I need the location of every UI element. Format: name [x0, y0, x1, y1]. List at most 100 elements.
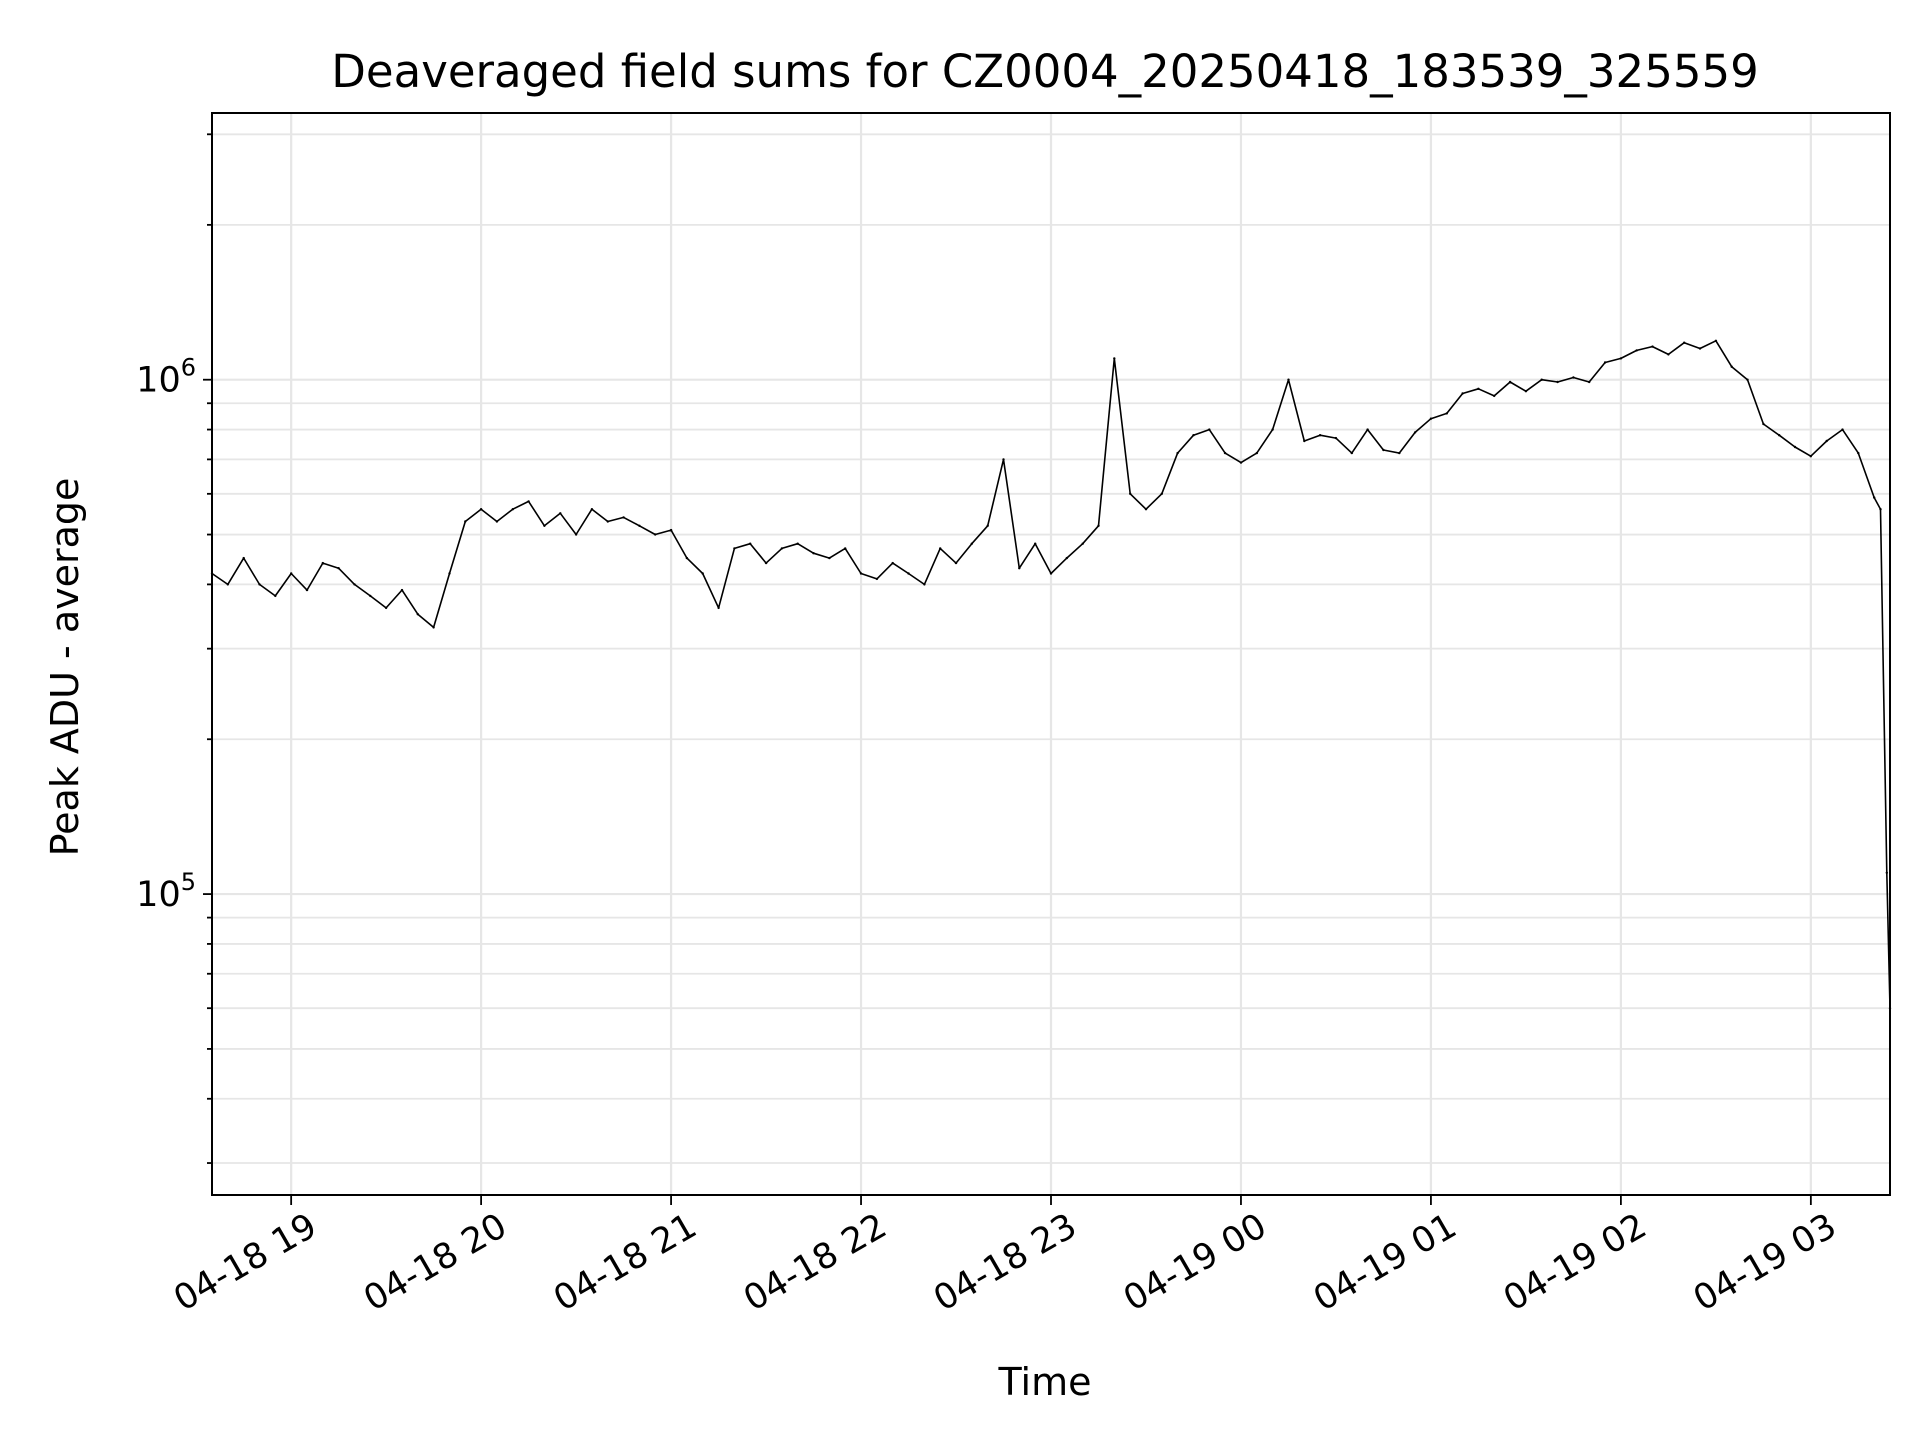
data-point — [669, 528, 673, 532]
data-point — [1413, 431, 1417, 434]
data-point — [337, 567, 340, 570]
data-point — [654, 533, 657, 536]
data-point — [1034, 542, 1037, 545]
data-point — [1762, 422, 1765, 426]
data-point — [1303, 439, 1306, 443]
data-point — [543, 524, 546, 527]
data-point — [1809, 455, 1813, 458]
data-point — [749, 542, 752, 545]
data-point — [1556, 380, 1559, 384]
data-point — [448, 572, 451, 575]
x-tick-label: 04-18 23 — [927, 1206, 1083, 1319]
data-point — [954, 561, 958, 565]
data-point — [1651, 345, 1654, 348]
data-point — [1429, 417, 1433, 420]
data-point — [353, 583, 356, 586]
data-point — [844, 547, 847, 550]
data-point — [1603, 361, 1607, 364]
data-point — [1879, 508, 1882, 511]
data-point — [875, 577, 879, 581]
data-point — [479, 508, 483, 511]
data-point — [1793, 445, 1797, 449]
x-tick-label: 04-18 19 — [167, 1206, 323, 1319]
data-point — [1144, 508, 1148, 511]
x-tick-label: 04-18 20 — [357, 1206, 513, 1319]
data-point — [1714, 339, 1718, 342]
x-tick-label: 04-18 21 — [547, 1206, 703, 1319]
series-line — [210, 339, 1892, 1010]
x-tick-label: 04-19 02 — [1497, 1206, 1653, 1319]
data-point — [1160, 492, 1164, 495]
data-point — [559, 512, 562, 515]
data-point — [812, 552, 815, 555]
data-point — [970, 542, 973, 545]
data-point — [400, 588, 404, 592]
data-point — [1873, 496, 1876, 499]
data-point — [796, 542, 799, 545]
x-tick-label: 04-19 03 — [1687, 1206, 1843, 1319]
data-point — [764, 561, 768, 565]
data-point — [923, 583, 926, 586]
data-point — [1398, 451, 1401, 455]
data-point — [1683, 341, 1686, 344]
data-point — [369, 594, 372, 598]
data-point — [780, 547, 784, 550]
data-point — [685, 556, 689, 560]
data-point — [1334, 436, 1338, 440]
data-point — [1239, 461, 1243, 464]
axis-ticks: 04-18 19 04-18 20 04-18 21 04-18 22 04-18 23… — [136, 133, 1843, 1319]
data-point — [1445, 412, 1449, 415]
data-point — [321, 561, 324, 565]
data-point — [1825, 439, 1828, 443]
data-point — [511, 508, 514, 511]
data-point — [1619, 357, 1623, 360]
data-point — [274, 594, 277, 598]
x-tick-label: 04-19 01 — [1307, 1206, 1463, 1319]
data-point — [1318, 434, 1322, 437]
data-point — [622, 516, 625, 519]
y-tick-label-base: 10 — [136, 361, 181, 401]
data-point — [733, 547, 736, 550]
data-point — [495, 520, 499, 523]
data-point — [1176, 451, 1179, 455]
y-tick-label-exponent: 5 — [181, 868, 196, 896]
y-axis-label: Peak ADU - average — [43, 478, 87, 857]
data-point — [1461, 392, 1464, 395]
data-point — [1129, 492, 1132, 495]
data-point — [701, 572, 704, 575]
x-tick-label: 04-18 22 — [737, 1206, 893, 1319]
x-axis-label: Time — [998, 1360, 1092, 1404]
data-point — [1287, 378, 1290, 381]
data-point — [305, 588, 309, 592]
data-point — [258, 583, 261, 586]
data-point — [1065, 556, 1069, 560]
data-point — [1081, 542, 1084, 545]
data-point — [1097, 524, 1100, 527]
data-point — [1192, 434, 1195, 437]
data-point — [1223, 451, 1227, 455]
data-point — [1113, 357, 1116, 360]
data-point — [1382, 448, 1385, 452]
data-point — [590, 508, 594, 511]
data-point — [717, 606, 720, 610]
data-point — [527, 500, 530, 503]
data-point — [1667, 353, 1670, 356]
y-tick-label-exponent: 6 — [181, 354, 196, 382]
data-point — [1698, 347, 1702, 350]
y-tick-label-base: 10 — [136, 875, 181, 915]
data-point — [1477, 387, 1480, 390]
data-point — [1208, 428, 1211, 431]
data-point — [1635, 349, 1638, 352]
data-point — [891, 561, 894, 565]
data-point — [907, 572, 910, 575]
data-point — [1540, 378, 1543, 381]
data-point — [1271, 428, 1274, 431]
data-point — [1778, 434, 1781, 437]
data-point — [384, 606, 388, 610]
data-point — [1366, 428, 1369, 431]
data-point — [416, 613, 419, 616]
data-point — [638, 524, 641, 527]
data-point — [1508, 380, 1512, 384]
grid — [212, 113, 1890, 1195]
